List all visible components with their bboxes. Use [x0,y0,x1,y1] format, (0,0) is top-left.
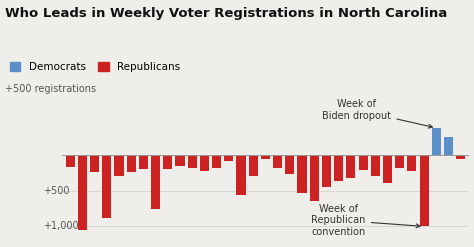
Bar [432,128,441,155]
Bar [175,155,184,166]
Text: Week of
Biden dropout: Week of Biden dropout [322,99,432,128]
Bar [127,155,136,172]
Text: +500: +500 [43,186,70,196]
Bar [65,155,75,167]
Bar [456,155,465,159]
Bar [419,155,428,226]
Bar [285,155,294,174]
Bar [102,155,111,218]
Bar [163,155,173,169]
Text: Week of
Republican
convention: Week of Republican convention [311,204,420,237]
Bar [90,155,99,172]
Bar [358,155,368,170]
Bar [200,155,209,171]
Bar [224,155,233,162]
Legend: Democrats, Republicans: Democrats, Republicans [10,62,180,72]
Text: Who Leads in Weekly Voter Registrations in North Carolina: Who Leads in Weekly Voter Registrations … [5,7,447,21]
Text: +500 registrations: +500 registrations [5,84,96,94]
Bar [78,155,87,230]
Bar [310,155,319,201]
Bar [346,155,356,178]
Bar [151,155,160,208]
Bar [334,155,343,181]
Bar [444,137,453,155]
Bar [383,155,392,183]
Bar [371,155,380,176]
Bar [261,155,270,159]
Text: +1,000: +1,000 [43,221,79,231]
Bar [298,155,307,193]
Bar [249,155,258,176]
Bar [273,155,282,168]
Bar [139,155,148,169]
Bar [322,155,331,187]
Bar [407,155,417,171]
Bar [237,155,246,195]
Bar [395,155,404,168]
Bar [212,155,221,168]
Bar [114,155,124,176]
Bar [188,155,197,168]
